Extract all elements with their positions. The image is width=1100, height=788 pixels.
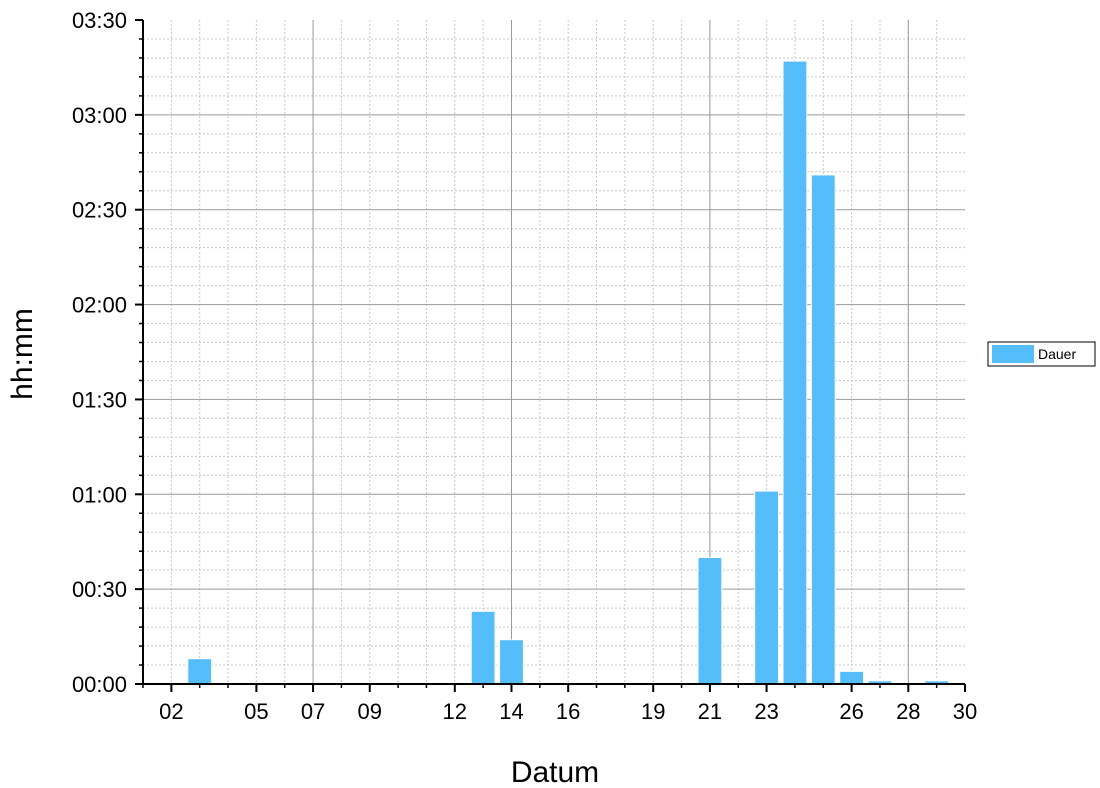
y-tick-label: 01:30	[72, 387, 127, 412]
x-tick-label: 23	[754, 699, 778, 724]
bar-day-26	[839, 670, 865, 685]
bars	[187, 60, 950, 685]
y-tick-label: 00:30	[72, 577, 127, 602]
x-tick-label: 09	[358, 699, 382, 724]
axes	[142, 20, 965, 685]
x-tick-label: 28	[896, 699, 920, 724]
bar-day-3	[187, 658, 213, 685]
x-tick-label: 05	[244, 699, 268, 724]
y-tick-label: 03:30	[72, 8, 127, 33]
y-tick-label: 02:00	[72, 293, 127, 318]
legend-label-dauer: Dauer	[1038, 346, 1076, 362]
grid	[143, 20, 965, 684]
y-axis-title: hh:mm	[6, 308, 39, 400]
bar-day-25	[810, 174, 836, 685]
legend: Dauer	[987, 341, 1096, 367]
y-axis-ticks: 00:00 00:30 01:00 01:30 02:00 02:30 03:00 03:30	[72, 8, 143, 697]
x-tick-label: 12	[443, 699, 467, 724]
x-tick-label: 26	[839, 699, 863, 724]
x-tick-label: 21	[698, 699, 722, 724]
x-tick-label: 02	[159, 699, 183, 724]
bar-day-21	[697, 557, 723, 685]
x-axis-title: Datum	[511, 756, 599, 788]
x-axis-ticks: 02 05 07 09 12 14 16 19 21 23 26 28 30	[142, 684, 977, 724]
x-tick-label: 07	[301, 699, 325, 724]
y-tick-label: 02:30	[72, 198, 127, 223]
y-tick-label: 00:00	[72, 672, 127, 697]
x-tick-label: 19	[641, 699, 665, 724]
bar-day-13	[470, 610, 496, 685]
legend-swatch-dauer	[992, 345, 1034, 363]
y-tick-label: 03:00	[72, 103, 127, 128]
bar-day-24	[782, 60, 808, 685]
x-tick-label: 30	[953, 699, 977, 724]
y-tick-label: 01:00	[72, 482, 127, 507]
x-tick-label: 14	[499, 699, 523, 724]
x-tick-label: 16	[556, 699, 580, 724]
bar-day-23	[754, 490, 779, 685]
bar-day-14	[499, 639, 524, 685]
